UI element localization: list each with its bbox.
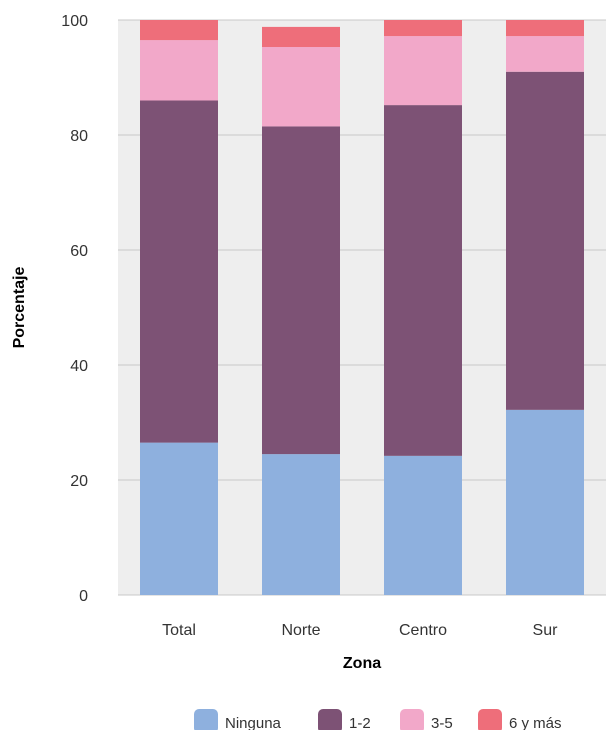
bars — [140, 20, 584, 595]
bar-segment — [384, 455, 462, 595]
legend-label: 6 y más — [509, 715, 562, 730]
x-tick-label: Total — [162, 622, 196, 639]
bar-segment — [262, 454, 340, 595]
x-tick-label: Sur — [533, 622, 559, 639]
bar-segment — [506, 36, 584, 72]
y-tick-label: 0 — [79, 588, 88, 605]
bar-segment — [140, 20, 218, 41]
legend-item: 3-5 — [400, 709, 453, 730]
bar-segment — [140, 100, 218, 443]
legend-swatch — [194, 709, 218, 730]
bar-segment — [262, 126, 340, 455]
bar-segment — [262, 47, 340, 127]
y-tick-label: 60 — [70, 243, 88, 260]
legend-label: 1-2 — [349, 715, 371, 730]
legend-swatch — [478, 709, 502, 730]
legend: Ninguna 1-2 3-5 6 y más — [194, 709, 562, 730]
legend-swatch — [318, 709, 342, 730]
bar-segment — [384, 20, 462, 37]
y-tick-label: 100 — [61, 13, 88, 30]
legend-item: Ninguna — [194, 709, 282, 730]
y-tick-label: 20 — [70, 473, 88, 490]
bar-segment — [506, 409, 584, 595]
legend-item: 6 y más — [478, 709, 562, 730]
bar-segment — [384, 105, 462, 456]
bar-segment — [506, 20, 584, 37]
x-tick-label: Centro — [399, 622, 447, 639]
y-tick-label: 40 — [70, 358, 88, 375]
legend-label: Ninguna — [225, 715, 282, 730]
bar-segment — [262, 26, 340, 48]
legend-label: 3-5 — [431, 715, 453, 730]
y-axis-title: Porcentaje — [11, 266, 28, 348]
bar-segment — [384, 36, 462, 106]
x-tick-label: Norte — [281, 622, 320, 639]
bar-segment — [140, 442, 218, 595]
y-tick-label: 80 — [70, 128, 88, 145]
x-axis-ticks: Total Norte Centro Sur — [162, 622, 558, 639]
bar-segment — [506, 71, 584, 410]
legend-item: 1-2 — [318, 709, 371, 730]
y-axis-ticks: 0 20 40 60 80 100 — [61, 13, 88, 605]
bar-segment — [140, 40, 218, 101]
legend-swatch — [400, 709, 424, 730]
x-axis-title: Zona — [343, 655, 381, 672]
